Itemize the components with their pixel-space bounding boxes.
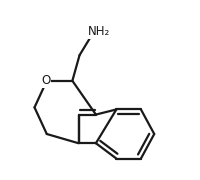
Text: NH₂: NH₂	[88, 25, 110, 38]
Text: O: O	[41, 74, 50, 87]
